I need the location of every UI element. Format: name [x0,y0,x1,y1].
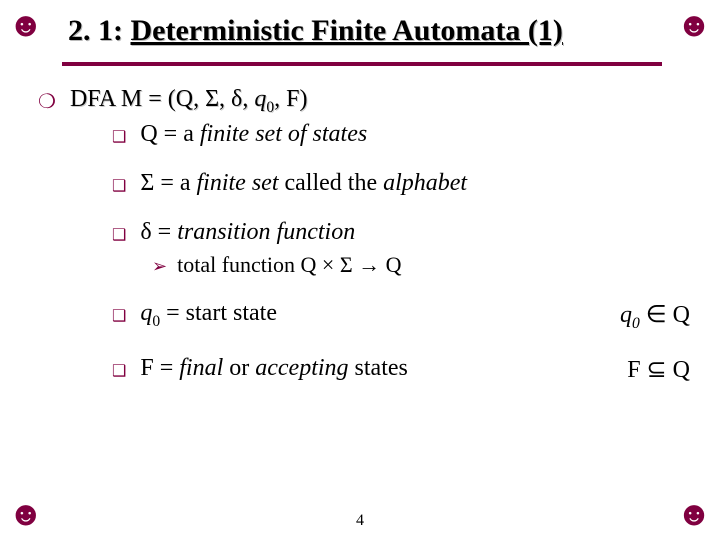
F-left: F = final or accepting states [140,355,408,384]
circle-bullet-icon: ❍ [38,89,56,114]
F-right: F ⊆ Q [627,355,690,384]
title-rule [62,62,662,66]
dfa-definition: DFA M = (Q, Σ, δ, q0, F) [70,86,308,117]
q0-rzero: 0 [632,315,640,332]
bullet-main: ❍ DFA M = (Q, Σ, δ, q0, F) [38,86,690,117]
item-F: ❑ F = final or accepting states F ⊆ Q [112,355,690,384]
square-bullet-icon: ❑ [112,127,126,147]
item-Q: ❑ Q = a finite set of states [112,121,690,148]
dfa-close: ) [300,86,308,112]
square-bullet-icon: ❑ [112,225,126,245]
q0-rq: q [620,302,632,328]
sub-list: ❑ Q = a finite set of states ❑ Σ = a fin… [112,121,690,384]
dfa-delta: δ [231,86,242,112]
item-Sigma-text: Σ = a finite set called the alphabet [140,170,467,197]
item-delta-sub: ➢ total function Q × Σ → Q [152,252,690,278]
dfa-Q: Q [176,86,193,112]
sigma-mid: finite set [197,170,279,196]
page-number: 4 [0,512,720,530]
total-prefix: total function Q [177,252,322,277]
item-q0: ❑ q0 = start state q0 ∈ Q [112,300,690,333]
times-sym: × [322,252,334,277]
dfa-c1: , [193,86,205,112]
delta-def: δ = [140,219,177,245]
square-bullet-icon: ❑ [112,306,126,326]
dfa-F: F [286,86,299,112]
sigma-prefix: Σ = a [140,170,196,196]
F-prefix: F = [140,355,179,381]
dfa-zero: 0 [266,99,274,116]
total-mid: Σ [334,252,358,277]
corner-decor-tr: ☻ [676,6,712,45]
q0-rin: ∈ Q [640,302,690,328]
dfa-c3: , [242,86,254,112]
q0-lq: q [140,300,152,326]
q0-lzero: 0 [152,313,160,330]
F-end: states [349,355,408,381]
slide-title: 2. 1: Deterministic Finite Automata (1) [68,14,563,48]
delta-italic: transition function [177,219,355,245]
total-end: Q [380,252,401,277]
F-it1: final [179,355,223,381]
q0-row: q0 = start state q0 ∈ Q [140,300,690,333]
F-row: F = final or accepting states F ⊆ Q [140,355,690,384]
to-sym: → [358,252,380,277]
dfa-eq: = ( [142,86,176,112]
item-delta: ❑ δ = transition function [112,219,690,246]
q-prefix: Q = a [140,121,200,147]
square-bullet-icon: ❑ [112,176,126,196]
q-italic: finite set of states [200,121,367,147]
corner-decor-tl: ☻ [8,6,44,45]
sigma-italic: alphabet [383,170,467,196]
title-prefix: 2. 1: [68,14,131,47]
content-area: ❍ DFA M = (Q, Σ, δ, q0, F) ❑ Q = a finit… [38,86,690,406]
q0-left: q0 = start state [140,300,277,333]
dfa-c4: , [274,86,286,112]
item-Q-text: Q = a finite set of states [140,121,367,148]
dfa-c2: , [219,86,231,112]
title-text: Deterministic Finite Automata (1) [131,14,563,47]
item-delta-text: δ = transition function [140,219,355,246]
F-it2: accepting [255,355,348,381]
dfa-Sigma: Σ [205,86,219,112]
total-function-text: total function Q × Σ → Q [177,252,401,278]
F-mid: or [223,355,255,381]
dfa-prefix: DFA [70,86,121,112]
sigma-mid2: called the [278,170,383,196]
q0-right: q0 ∈ Q [620,300,690,333]
item-Sigma: ❑ Σ = a finite set called the alphabet [112,170,690,197]
arrow-bullet-icon: ➢ [152,256,167,277]
dfa-M: M [121,86,142,112]
square-bullet-icon: ❑ [112,361,126,381]
dfa-q: q [254,86,266,112]
q0-lrest: = start state [160,300,277,326]
